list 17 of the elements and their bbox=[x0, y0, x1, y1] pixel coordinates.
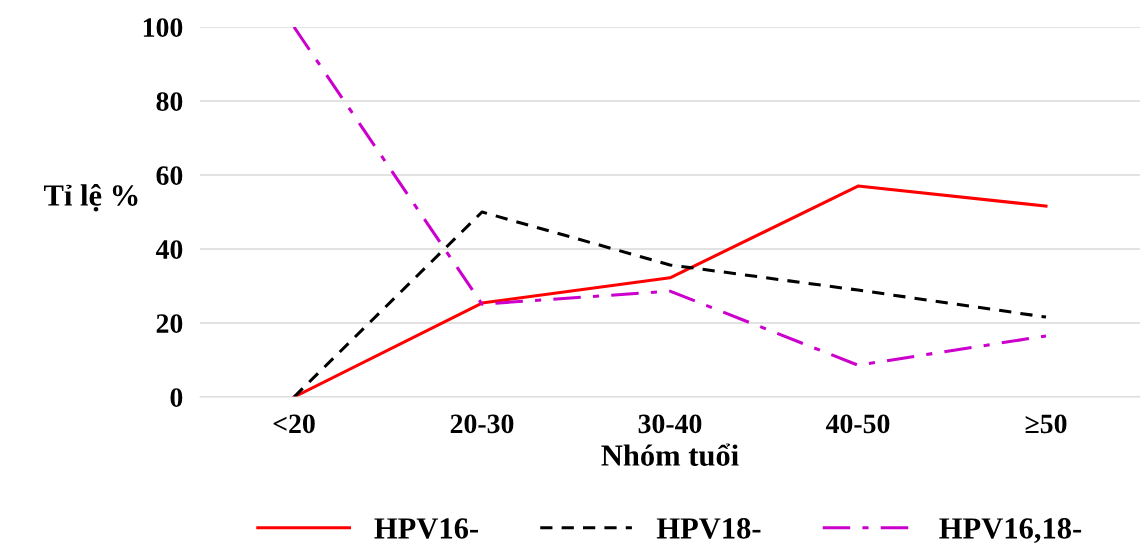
x-tick-label: <20 bbox=[273, 414, 315, 434]
x-tick-label: 20-30 bbox=[450, 414, 514, 434]
x-tick-label: 30-40 bbox=[638, 414, 702, 434]
x-tick-label: ≥50 bbox=[1025, 414, 1067, 434]
legend-label: HPV16,18- bbox=[939, 518, 1082, 544]
y-tick-label: 100 bbox=[143, 18, 183, 37]
y-tick-label: 20 bbox=[156, 314, 183, 333]
y-tick-label: 40 bbox=[155, 240, 183, 259]
y-tick-label: 60 bbox=[156, 166, 183, 185]
y-tick-label: 0 bbox=[170, 388, 183, 407]
legend-label: HPV18- bbox=[656, 518, 761, 539]
legend-label: HPV16- bbox=[374, 518, 479, 539]
x-tick-label: 40-50 bbox=[825, 414, 890, 434]
y-axis-title: Tỉ lệ % bbox=[44, 183, 138, 212]
line-series bbox=[292, 27, 1048, 367]
x-axis-title: Nhóm tuổi bbox=[601, 443, 739, 466]
y-tick-label: 80 bbox=[156, 92, 183, 111]
